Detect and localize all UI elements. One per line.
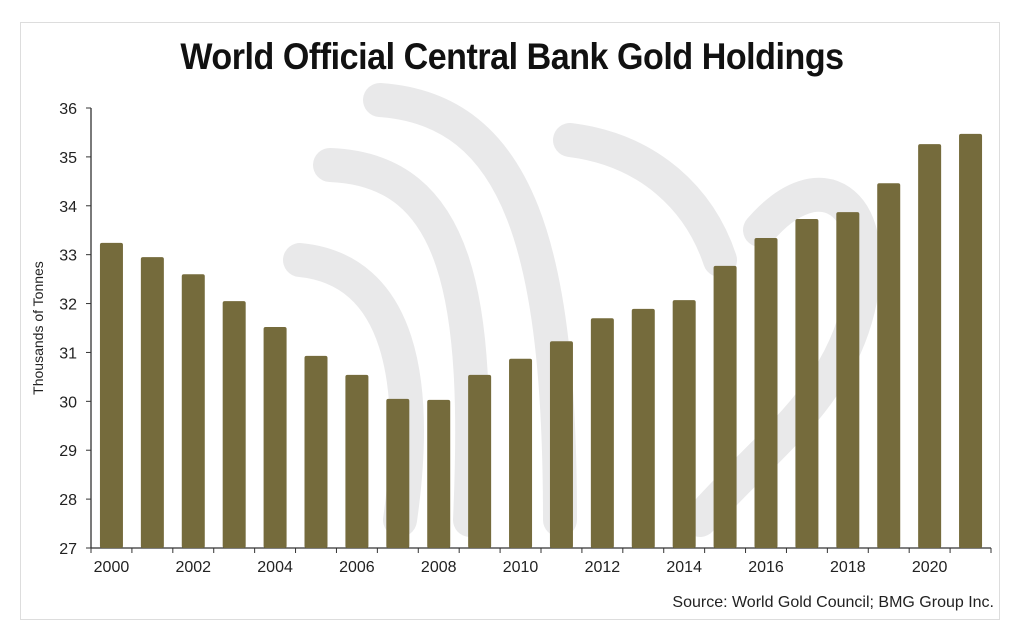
y-tick-label: 33	[59, 248, 77, 265]
bar-2020	[918, 144, 942, 548]
bar-2001	[140, 257, 164, 548]
y-axis-label: Thousands of Tonnes	[30, 261, 46, 395]
x-tick-label: 2012	[585, 559, 621, 576]
bar-2009	[468, 374, 492, 548]
bar-2011	[549, 341, 573, 548]
x-tick-label: 2010	[503, 559, 539, 576]
bar-2002	[181, 274, 205, 548]
y-tick-label: 34	[59, 199, 77, 216]
x-tick-label: 2016	[748, 559, 784, 576]
source-note: Source: World Gold Council; BMG Group In…	[672, 594, 994, 611]
bar-2008	[427, 399, 451, 548]
bar-2006	[345, 374, 369, 548]
bar-2019	[877, 183, 901, 549]
bar-2014	[672, 300, 696, 548]
x-tick-label: 2020	[912, 559, 948, 576]
x-tick-label: 2006	[339, 559, 375, 576]
bar-2003	[222, 301, 246, 548]
x-tick-label: 2014	[666, 559, 702, 576]
bar-2004	[263, 327, 287, 548]
x-tick-label: 2008	[421, 559, 457, 576]
x-tick-label: 2018	[830, 559, 866, 576]
bar-2018	[836, 212, 860, 548]
bar-2017	[795, 218, 819, 548]
y-tick-label: 27	[59, 541, 77, 558]
y-tick-label: 30	[59, 394, 77, 411]
bar-2010	[509, 358, 533, 548]
x-tick-label: 2002	[175, 559, 211, 576]
bar-2005	[304, 355, 328, 548]
bar-2013	[631, 308, 655, 548]
chart-title: World Official Central Bank Gold Holding…	[180, 36, 844, 77]
bar-2021	[959, 133, 983, 548]
y-tick-label: 36	[59, 101, 77, 118]
bar-2007	[386, 398, 410, 548]
y-tick-label: 29	[59, 443, 77, 460]
y-tick-label: 32	[59, 297, 77, 314]
y-tick-label: 31	[59, 345, 77, 362]
y-tick-label: 28	[59, 492, 77, 509]
y-tick-label: 35	[59, 150, 77, 167]
chart-frame	[20, 22, 1000, 620]
x-tick-label: 2004	[257, 559, 293, 576]
x-tick-label: 2000	[94, 559, 130, 576]
bar-2016	[754, 238, 778, 549]
bar-2015	[713, 265, 737, 548]
griffin-watermark	[283, 83, 881, 537]
bar-2012	[590, 318, 614, 548]
bar-2000	[99, 242, 123, 548]
